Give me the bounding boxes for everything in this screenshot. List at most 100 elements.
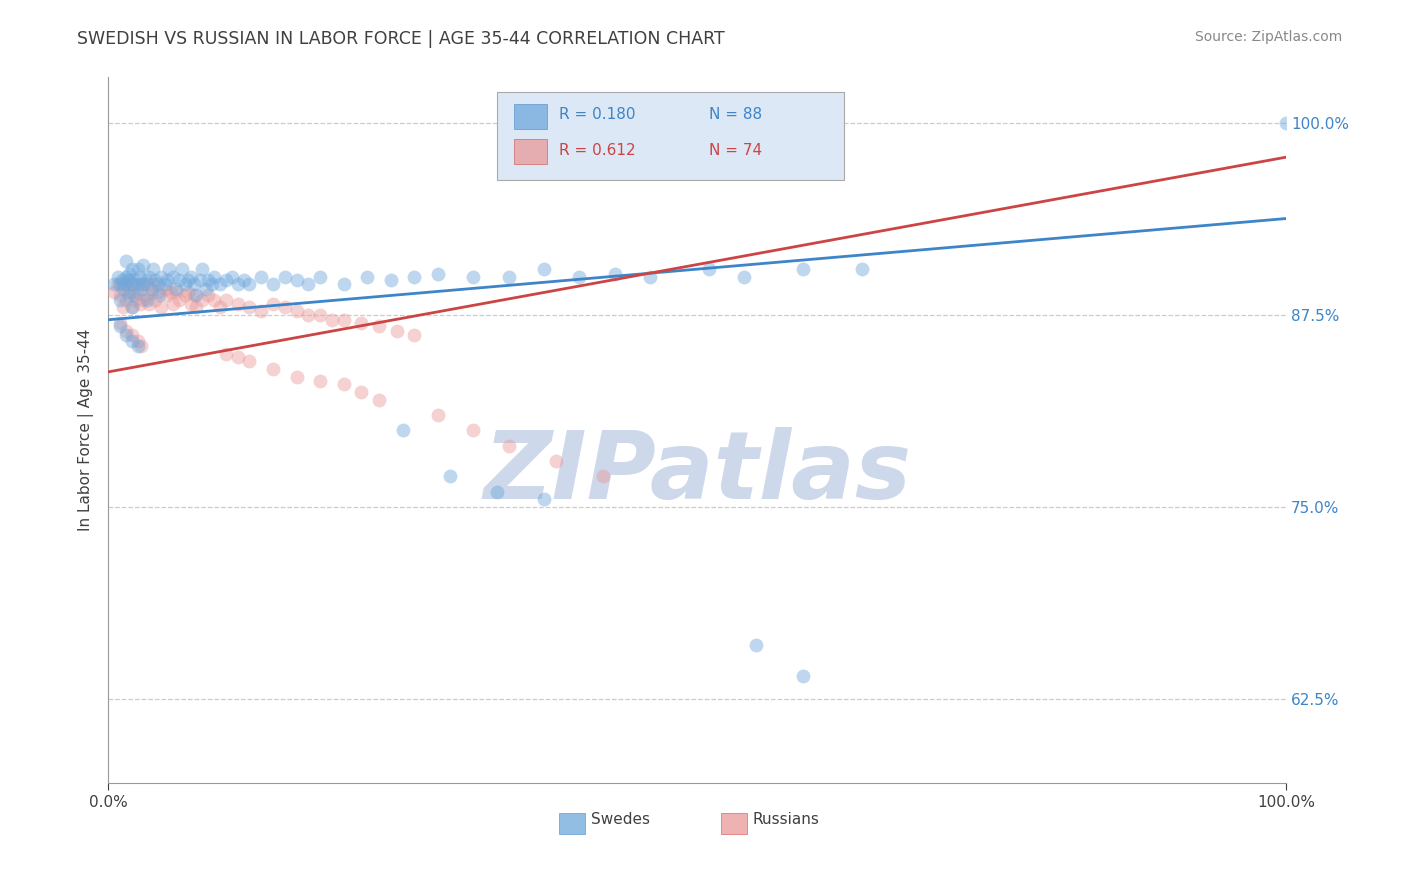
Point — [150, 301, 173, 315]
Point — [103, 285, 125, 300]
Point — [108, 316, 131, 330]
Point — [385, 324, 408, 338]
Point — [221, 269, 243, 284]
Text: Source: ZipAtlas.com: Source: ZipAtlas.com — [1195, 30, 1343, 45]
Text: N = 74: N = 74 — [709, 143, 762, 158]
Point — [426, 267, 449, 281]
Point — [162, 297, 184, 311]
Point — [226, 350, 249, 364]
Point — [143, 273, 166, 287]
Point — [143, 293, 166, 307]
Point — [127, 277, 149, 292]
Point — [533, 262, 555, 277]
Point — [226, 297, 249, 311]
Point — [226, 277, 249, 292]
Point — [186, 288, 208, 302]
Point — [262, 297, 284, 311]
Point — [167, 293, 190, 307]
Point — [167, 273, 190, 287]
Point — [792, 668, 814, 682]
Point — [108, 277, 131, 292]
Point — [202, 293, 225, 307]
Point — [285, 303, 308, 318]
Point — [177, 285, 200, 300]
Point — [121, 262, 143, 277]
Point — [180, 269, 202, 284]
Point — [792, 262, 814, 277]
Point — [215, 346, 238, 360]
Point — [108, 293, 131, 307]
Point — [121, 285, 143, 300]
Point — [122, 277, 145, 292]
Point — [136, 293, 159, 307]
Point — [173, 288, 195, 302]
Point — [129, 277, 152, 292]
Point — [107, 269, 129, 284]
Point — [159, 285, 181, 300]
Point — [173, 277, 195, 292]
Point — [146, 277, 169, 292]
Point — [118, 273, 141, 287]
Point — [162, 269, 184, 284]
Point — [121, 277, 143, 292]
Point — [141, 282, 163, 296]
Point — [183, 288, 205, 302]
Point — [129, 297, 152, 311]
Point — [332, 312, 354, 326]
Point — [153, 282, 176, 296]
Point — [533, 492, 555, 507]
Point — [129, 282, 152, 296]
Point — [202, 269, 225, 284]
Point — [498, 438, 520, 452]
Point — [127, 262, 149, 277]
Point — [197, 273, 219, 287]
Point — [201, 277, 224, 292]
Point — [851, 262, 873, 277]
Point — [197, 288, 219, 302]
Point — [356, 269, 378, 284]
Point — [191, 262, 214, 277]
Point — [146, 285, 169, 300]
Point — [188, 273, 211, 287]
Point — [368, 392, 391, 407]
Point — [166, 282, 188, 296]
Point — [138, 297, 160, 311]
Point — [309, 308, 332, 322]
Point — [108, 318, 131, 333]
Point — [132, 258, 155, 272]
Point — [568, 269, 591, 284]
Point — [180, 297, 202, 311]
Point — [112, 301, 135, 315]
Point — [262, 362, 284, 376]
Text: R = 0.180: R = 0.180 — [560, 107, 636, 122]
Bar — [515, 103, 547, 129]
Point — [439, 469, 461, 483]
Point — [745, 638, 768, 652]
Point — [142, 277, 165, 292]
Point — [274, 301, 297, 315]
Point — [122, 288, 145, 302]
Point — [172, 262, 194, 277]
Point — [592, 469, 614, 483]
Point — [114, 277, 136, 292]
Point — [118, 288, 141, 302]
Bar — [721, 813, 747, 834]
Point — [148, 288, 170, 302]
Point — [114, 277, 136, 292]
Point — [117, 285, 139, 300]
Point — [177, 273, 200, 287]
Text: N = 88: N = 88 — [709, 107, 762, 122]
Point — [380, 273, 402, 287]
Point — [297, 308, 319, 322]
Point — [114, 269, 136, 284]
Point — [404, 269, 426, 284]
Point — [121, 301, 143, 315]
Point — [332, 377, 354, 392]
Point — [638, 269, 661, 284]
Point — [404, 328, 426, 343]
Point — [103, 277, 125, 292]
Point — [463, 423, 485, 437]
Point — [191, 293, 214, 307]
Point — [350, 316, 373, 330]
Point — [309, 374, 332, 388]
